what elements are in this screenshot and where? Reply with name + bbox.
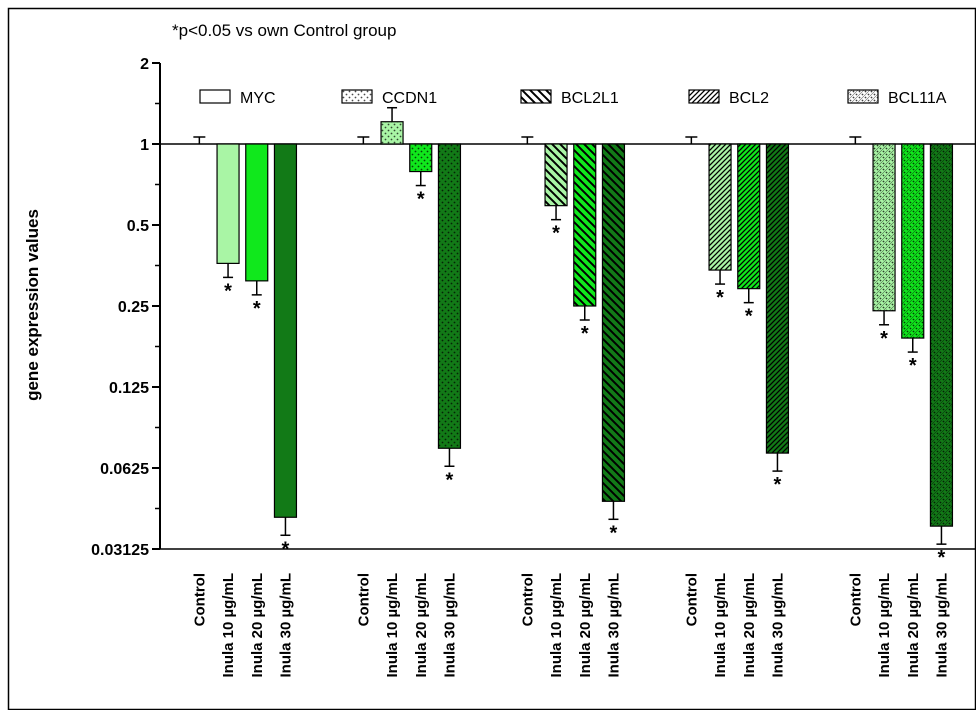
significance-star: *: [716, 287, 724, 309]
significance-star: *: [446, 469, 454, 491]
bar-pattern: [709, 144, 732, 271]
bar-pattern: [409, 144, 432, 172]
significance-star: *: [938, 547, 946, 569]
x-tick-label: Inula 10 µg/mL: [548, 573, 565, 678]
legend-swatch: [199, 89, 231, 104]
bar-pattern: [901, 144, 924, 339]
y-tick-label: 1: [140, 137, 149, 154]
bar-pattern: [737, 144, 760, 289]
bar-pattern: [545, 144, 568, 206]
x-tick-label: Inula 30 µg/mL: [605, 573, 622, 678]
x-tick-label: Inula 10 µg/mL: [220, 573, 237, 678]
bars-layer: * * * * * * * * * * * * * *: [193, 106, 954, 569]
x-tick-label: Inula 30 µg/mL: [277, 573, 294, 678]
y-tick-label: 0.03125: [91, 542, 149, 559]
x-tick-label: Inula 30 µg/mL: [933, 573, 950, 678]
bar-pattern: [573, 144, 596, 306]
bar-pattern: [438, 144, 461, 449]
bar-pattern: [766, 144, 789, 454]
x-tick-label: Inula 10 µg/mL: [876, 573, 893, 678]
bar: [273, 143, 298, 518]
significance-star: *: [610, 522, 618, 544]
significance-note: *p<0.05 vs own Control group: [172, 21, 396, 40]
legend-label: MYC: [240, 90, 276, 107]
significance-star: *: [880, 328, 888, 350]
chart-frame: [7, 7, 976, 711]
significance-star: *: [745, 306, 753, 328]
x-tick-label: Inula 20 µg/mL: [413, 573, 430, 678]
x-tick-label: Inula 20 µg/mL: [741, 573, 758, 678]
x-tick-label: Control: [191, 573, 208, 626]
x-tick-label: Inula 10 µg/mL: [712, 573, 729, 678]
y-tick-label: 2: [140, 56, 149, 73]
legend: MYC CCDN1 BCL2L1 BCL2 BCL11A: [199, 89, 947, 107]
x-tick-label: Inula 20 µg/mL: [905, 573, 922, 678]
bar-pattern: [602, 144, 625, 502]
significance-star: *: [282, 538, 290, 560]
significance-star: *: [224, 280, 232, 302]
x-tick-label: Control: [683, 573, 700, 626]
y-axis-label: gene expression values: [23, 209, 42, 401]
legend-swatch-pattern: [848, 90, 878, 103]
y-tick-label: 0.25: [118, 299, 149, 316]
legend-swatch-pattern: [342, 90, 372, 103]
legend-label: BCL2: [729, 90, 769, 107]
legend-label: BCL2L1: [561, 90, 619, 107]
legend-swatch-pattern: [521, 90, 551, 103]
bar-pattern: [930, 144, 953, 527]
bar: [216, 143, 240, 264]
significance-star: *: [909, 355, 917, 377]
x-tick-label: Control: [519, 573, 536, 626]
x-tick-label: Inula 20 µg/mL: [249, 573, 266, 678]
significance-star: *: [581, 323, 589, 345]
y-tick-label: 0.0625: [100, 461, 149, 478]
legend-label: BCL11A: [888, 90, 947, 107]
y-tick-label: 0.5: [127, 218, 149, 235]
axes: 2 1 0.5 0.25 0.125 0.0625 0.03125: [91, 56, 975, 559]
x-tick-label: Inula 20 µg/mL: [577, 573, 594, 678]
bar: [245, 143, 269, 282]
bar-pattern: [873, 144, 896, 311]
x-tick-label: Inula 30 µg/mL: [441, 573, 458, 678]
significance-star: *: [774, 474, 782, 496]
significance-star: *: [552, 223, 560, 245]
bar-pattern: [381, 121, 404, 144]
legend-label: CCDN1: [382, 90, 437, 107]
x-tick-label: Inula 30 µg/mL: [769, 573, 786, 678]
significance-star: *: [417, 189, 425, 211]
significance-star: *: [253, 298, 261, 320]
x-tick-labels: Control Inula 10 µg/mL Inula 20 µg/mL Inula…: [191, 573, 950, 678]
x-tick-label: Inula 10 µg/mL: [384, 573, 401, 678]
x-tick-label: Control: [847, 573, 864, 626]
x-tick-label: Control: [355, 573, 372, 626]
legend-swatch-pattern: [689, 90, 719, 103]
y-tick-label: 0.125: [109, 380, 149, 397]
